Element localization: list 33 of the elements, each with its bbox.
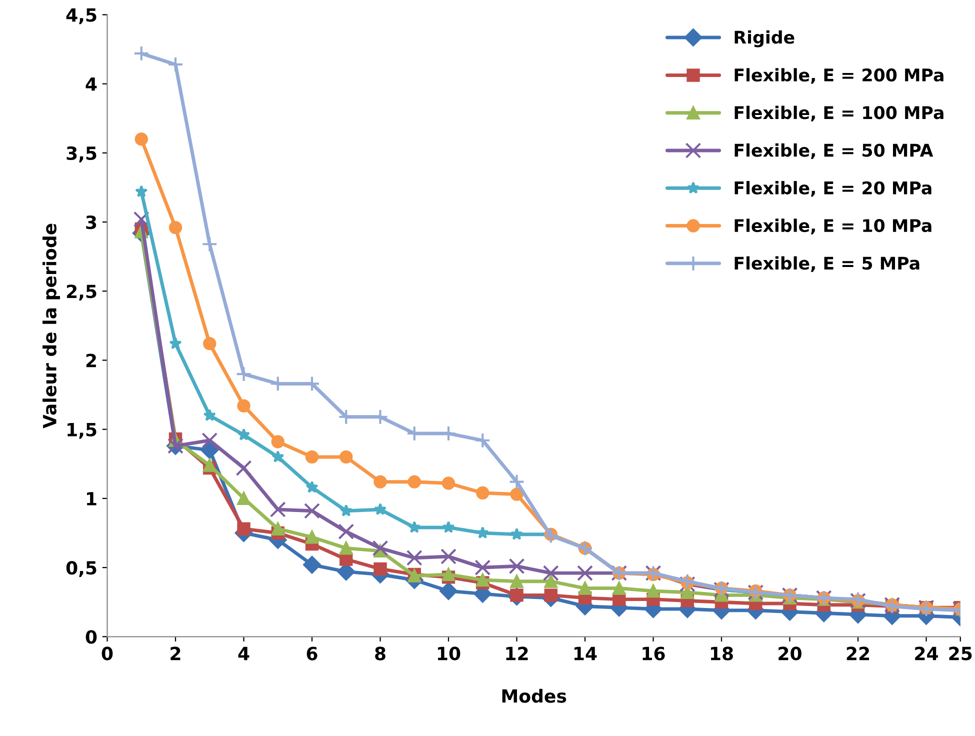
x-tick-label: 14 xyxy=(574,646,597,660)
legend-label: Flexible, E = 5 MPa xyxy=(734,256,920,272)
legend-label: Flexible, E = 20 MPa xyxy=(734,181,932,197)
x-tick-label: 8 xyxy=(375,646,386,660)
y-tick-label: 4 xyxy=(86,78,97,91)
x-tick-label: 20 xyxy=(778,646,802,660)
y-tick-label: 2 xyxy=(86,354,96,368)
legend-label: Flexible, E = 200 MPa xyxy=(734,68,944,84)
y-tick-label: 3 xyxy=(86,215,96,230)
x-tick-label: 2 xyxy=(170,646,180,660)
y-tick-label: 2,5 xyxy=(66,284,96,301)
legend-label: Flexible, E = 10 MPa xyxy=(734,218,932,234)
x-tick-label: 10 xyxy=(438,646,460,660)
x-tick-label: 6 xyxy=(306,646,318,660)
y-tick-label: 1 xyxy=(87,492,96,506)
x-tick-label: 25 xyxy=(949,646,972,660)
y-tick-label: 4,5 xyxy=(66,8,96,24)
y-tick-label: 0 xyxy=(86,630,97,644)
y-tick-label: 1,5 xyxy=(68,423,96,439)
x-tick-label: 22 xyxy=(846,646,869,660)
x-tick-label: 24 xyxy=(915,646,938,660)
x-tick-label: 12 xyxy=(506,646,528,660)
x-tick-label: 0 xyxy=(102,646,113,660)
y-tick-label: 0,5 xyxy=(66,560,96,577)
x-tick-label: 18 xyxy=(710,646,733,660)
legend-label: Flexible, E = 50 MPA xyxy=(734,143,934,160)
y-axis-title: Valeur de la periode xyxy=(42,224,60,428)
legend-label: Flexible, E = 100 MPa xyxy=(734,106,944,122)
y-tick-label: 3,5 xyxy=(66,146,96,162)
x-tick-label: 16 xyxy=(642,646,665,660)
x-axis-title: Modes xyxy=(502,688,566,703)
legend-label: Rigide xyxy=(734,30,794,48)
x-tick-label: 4 xyxy=(238,646,250,660)
